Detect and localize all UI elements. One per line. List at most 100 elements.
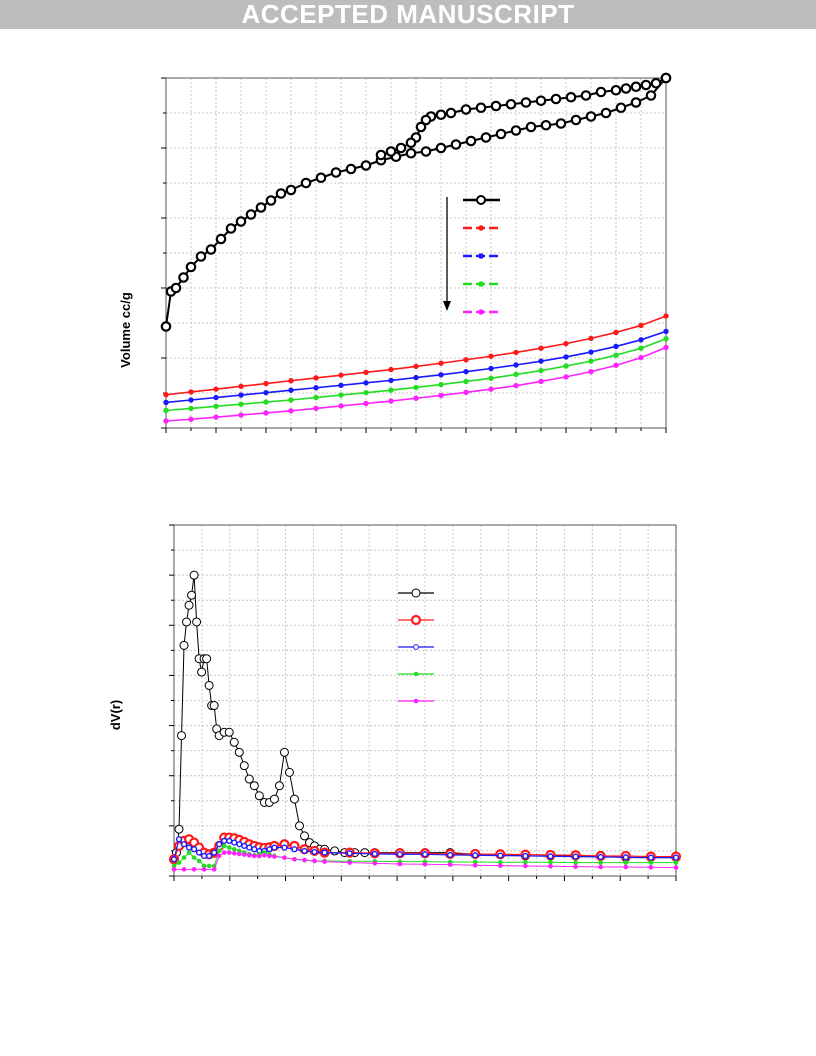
series-5	[163, 344, 669, 424]
data-point	[313, 375, 319, 381]
data-point	[565, 91, 577, 103]
data-point	[600, 107, 612, 119]
data-point	[538, 367, 544, 374]
data-point	[345, 163, 357, 175]
data-point	[347, 860, 353, 865]
data-point	[266, 846, 273, 853]
data-point	[538, 345, 544, 351]
data-point	[363, 369, 369, 376]
data-point	[588, 349, 594, 355]
data-point	[447, 851, 454, 859]
data-point	[613, 352, 619, 358]
data-point	[638, 345, 644, 351]
data-point	[648, 865, 654, 870]
data-point	[238, 383, 244, 390]
data-point	[640, 79, 652, 91]
data-point	[497, 852, 504, 859]
data-point	[573, 860, 578, 865]
data-point	[597, 853, 604, 861]
data-point	[472, 863, 478, 868]
data-point	[415, 121, 427, 133]
data-point	[206, 863, 212, 869]
data-point	[595, 86, 607, 98]
data-point	[550, 93, 562, 105]
data-point	[245, 209, 257, 220]
isotherm-chart: Volume cc/g	[118, 72, 672, 433]
data-point	[174, 824, 184, 834]
data-point	[321, 849, 328, 856]
data-point	[371, 850, 378, 858]
data-point	[179, 640, 189, 650]
data-point	[226, 845, 232, 850]
data-point	[205, 244, 217, 255]
data-point	[338, 382, 344, 388]
data-point	[188, 397, 194, 403]
data-point	[191, 867, 197, 872]
data-point	[588, 335, 594, 342]
data-point	[498, 863, 503, 868]
data-point	[301, 847, 308, 855]
data-point	[346, 850, 353, 857]
data-point	[588, 358, 594, 364]
data-point	[192, 617, 202, 627]
data-point	[196, 849, 203, 856]
data-point	[330, 846, 340, 856]
data-point	[170, 856, 178, 863]
data-point	[585, 111, 597, 122]
data-point	[263, 410, 269, 416]
data-point	[588, 368, 594, 375]
data-point	[422, 862, 428, 867]
series-1	[375, 72, 672, 161]
data-point	[405, 137, 417, 149]
data-point	[663, 336, 669, 342]
series-3	[163, 328, 669, 406]
data-point	[246, 844, 253, 851]
data-point	[185, 844, 193, 851]
accepted-manuscript-banner: ACCEPTED MANUSCRIPT	[0, 0, 816, 29]
data-point	[313, 394, 319, 401]
data-point	[638, 322, 644, 329]
data-point	[622, 854, 629, 861]
data-point	[289, 794, 299, 804]
data-point	[186, 850, 192, 855]
data-point	[563, 363, 569, 369]
data-point	[313, 385, 319, 391]
data-point	[197, 667, 207, 677]
data-point	[263, 399, 269, 405]
data-point	[438, 392, 444, 399]
data-point	[475, 102, 487, 114]
data-point	[263, 380, 269, 387]
data-point	[188, 389, 194, 395]
data-point	[660, 72, 672, 84]
data-point	[615, 102, 627, 114]
data-point	[672, 854, 680, 861]
data-point	[178, 272, 189, 283]
data-point	[547, 853, 554, 860]
data-point	[267, 853, 272, 859]
data-point	[663, 344, 669, 351]
data-point	[613, 329, 619, 336]
data-point	[288, 397, 294, 403]
data-point	[177, 731, 187, 741]
data-point	[247, 852, 252, 858]
gridlines	[174, 525, 676, 876]
data-point	[221, 850, 227, 855]
data-point	[213, 394, 219, 401]
data-point	[201, 852, 208, 860]
data-point	[216, 848, 222, 854]
data-point	[338, 392, 344, 398]
data-point	[279, 747, 289, 757]
data-point	[257, 853, 262, 859]
data-point	[573, 864, 578, 869]
data-point	[522, 852, 529, 860]
legend-key-marker	[478, 281, 484, 287]
data-point	[231, 846, 237, 852]
data-point	[395, 142, 407, 154]
data-point	[465, 135, 477, 147]
data-point	[513, 349, 519, 356]
data-point	[211, 849, 218, 856]
data-point	[648, 860, 654, 865]
isotherm-y-axis-label: Volume cc/g	[118, 292, 133, 368]
data-point	[204, 680, 214, 690]
data-point	[673, 865, 679, 870]
